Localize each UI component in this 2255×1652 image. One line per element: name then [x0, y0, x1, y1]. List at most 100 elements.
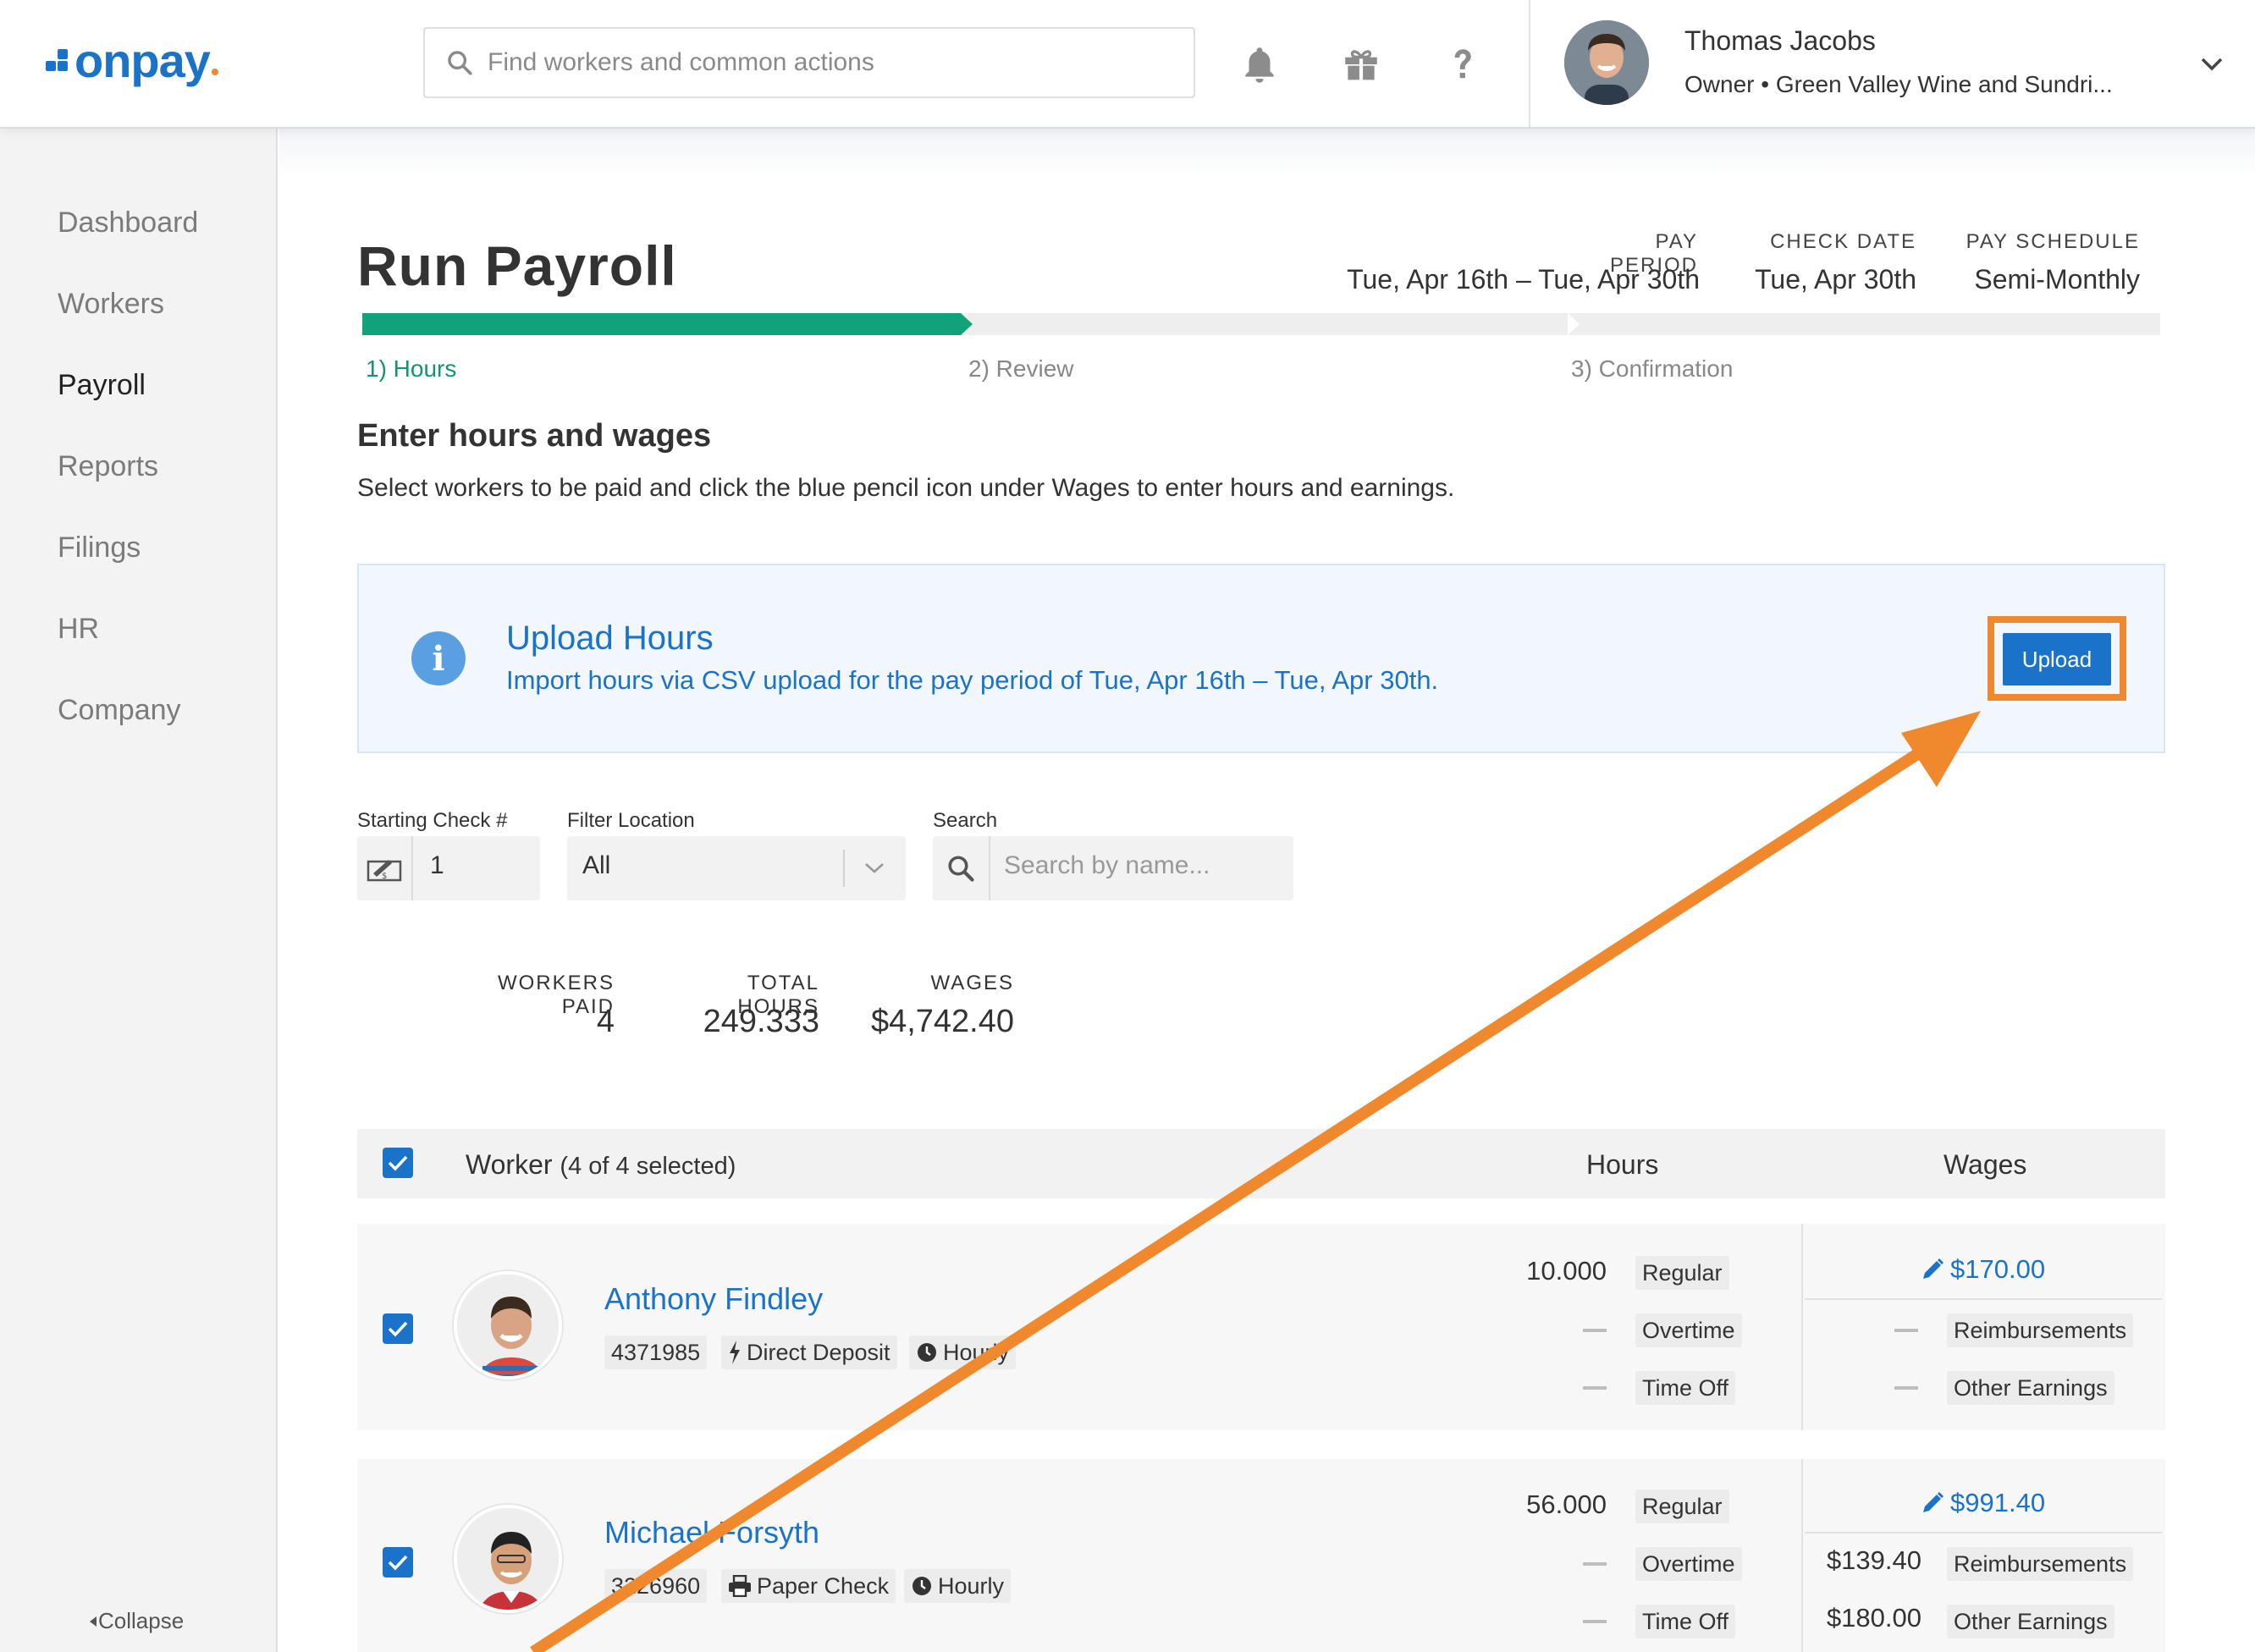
- pay-schedule-value: Semi-Monthly: [1974, 264, 2140, 295]
- filter-location-select[interactable]: All: [567, 836, 906, 900]
- sidebar-item-filings[interactable]: Filings: [58, 531, 141, 564]
- account-menu-toggle[interactable]: [2191, 47, 2233, 81]
- chevron-down-icon: [2201, 58, 2223, 71]
- progress-step-marker: [961, 313, 973, 335]
- step-review: 2) Review: [968, 355, 1074, 382]
- other-earnings-value[interactable]: $180.00: [1826, 1603, 1921, 1633]
- top-bar: onpay Thomas Jacobs Owner • Green Valley…: [0, 0, 2255, 129]
- timeoff-empty-dash[interactable]: [1583, 1386, 1607, 1390]
- lightning-icon: [730, 1341, 740, 1364]
- collapse-sidebar-button[interactable]: Collapse: [88, 1608, 184, 1634]
- worker-header-label: Worker: [466, 1149, 553, 1180]
- sidebar-item-dashboard[interactable]: Dashboard: [58, 206, 199, 239]
- worker-id-tag: 3226960: [604, 1569, 708, 1603]
- bell-icon: [1245, 47, 1274, 83]
- pencil-icon: [1923, 1258, 1943, 1279]
- row-column-divider: [1801, 1224, 1803, 1430]
- section-description: Select workers to be paid and click the …: [357, 474, 1455, 502]
- sidebar-item-workers[interactable]: Workers: [58, 288, 164, 320]
- notifications-button[interactable]: [1232, 37, 1287, 91]
- upload-hours-description: Import hours via CSV upload for the pay …: [506, 665, 1439, 695]
- reimbursements-label: Reimbursements: [1947, 1313, 2134, 1347]
- select-divider: [843, 850, 845, 887]
- check-icon: $: [357, 836, 413, 900]
- user-name[interactable]: Thomas Jacobs: [1684, 25, 1876, 56]
- worker-search-field[interactable]: Search by name...: [933, 836, 1293, 900]
- edit-wages-link[interactable]: $991.40: [1920, 1488, 2045, 1518]
- progress-step-divider: [1568, 313, 1580, 335]
- payroll-progress-fill: [362, 313, 961, 335]
- edit-wages-link[interactable]: $170.00: [1920, 1254, 2045, 1285]
- regular-hours-value[interactable]: 10.000: [1526, 1256, 1607, 1286]
- upload-hours-panel: [357, 564, 2165, 753]
- clock-icon: [912, 1577, 931, 1595]
- sidebar-item-company[interactable]: Company: [58, 694, 181, 726]
- other-earnings-label: Other Earnings: [1947, 1371, 2114, 1405]
- checkmark-icon: [388, 1321, 408, 1337]
- hours-column-header: Hours: [1586, 1149, 1659, 1180]
- select-all-checkbox[interactable]: [383, 1148, 413, 1178]
- pay-period-value: Tue, Apr 16th – Tue, Apr 30th: [1347, 264, 1700, 295]
- worker-name-link[interactable]: Michael Forsyth: [604, 1515, 820, 1550]
- wages-label: WAGES: [930, 972, 1014, 994]
- upload-highlight-box: [1988, 616, 2126, 701]
- global-search-input[interactable]: [488, 48, 1182, 77]
- caret-left-icon: [90, 1616, 96, 1627]
- check-date-label: CHECK DATE: [1770, 230, 1916, 253]
- wages-column-header: Wages: [1943, 1149, 2027, 1180]
- search-icon: [933, 836, 990, 900]
- help-button[interactable]: [1436, 37, 1490, 91]
- logo-text: onpay: [74, 33, 211, 87]
- pay-schedule-label: PAY SCHEDULE: [1966, 230, 2140, 253]
- total-hours-value: 249.333: [703, 1004, 819, 1039]
- header-shadow: [279, 129, 2255, 179]
- filter-location-value: All: [582, 851, 611, 879]
- question-mark-icon: [1454, 49, 1471, 79]
- step-hours: 1) Hours: [366, 355, 457, 382]
- overtime-empty-dash[interactable]: [1583, 1562, 1607, 1566]
- worker-search-placeholder[interactable]: Search by name...: [1004, 851, 1210, 879]
- wage-amount: $991.40: [1950, 1488, 2046, 1517]
- starting-check-label: Starting Check #: [357, 809, 508, 832]
- worker-name-link[interactable]: Anthony Findley: [604, 1281, 824, 1316]
- pay-type-tag: Hourly: [904, 1569, 1012, 1603]
- overtime-empty-dash[interactable]: [1583, 1329, 1607, 1332]
- wages-value: $4,742.40: [870, 1004, 1014, 1039]
- row-checkbox[interactable]: [383, 1547, 413, 1578]
- printer-icon: [729, 1575, 751, 1597]
- regular-label: Regular: [1635, 1256, 1729, 1290]
- sidebar-item-hr[interactable]: HR: [58, 613, 100, 645]
- user-avatar[interactable]: [1564, 20, 1649, 105]
- wage-divider: [1805, 1298, 2162, 1300]
- upload-button[interactable]: Upload: [2003, 633, 2111, 686]
- payment-method-label: Paper Check: [757, 1572, 890, 1599]
- payment-method-tag: Paper Check: [721, 1569, 896, 1603]
- other-earnings-empty-dash[interactable]: [1894, 1386, 1918, 1390]
- avatar: [454, 1505, 562, 1613]
- page-title: Run Payroll: [357, 234, 677, 297]
- starting-check-field[interactable]: $ 1: [357, 836, 540, 900]
- checkmark-icon: [388, 1155, 408, 1171]
- sidebar-item-reports[interactable]: Reports: [58, 450, 159, 482]
- onpay-logo[interactable]: onpay: [46, 30, 218, 90]
- row-checkbox[interactable]: [383, 1313, 413, 1344]
- worker-id-tag: 4371985: [604, 1335, 708, 1369]
- step-confirmation: 3) Confirmation: [1571, 355, 1734, 382]
- regular-hours-value[interactable]: 56.000: [1526, 1490, 1607, 1519]
- chevron-down-icon: [865, 863, 884, 873]
- gifts-button[interactable]: [1334, 37, 1388, 91]
- logo-mark-icon: [46, 47, 71, 73]
- wage-divider: [1805, 1532, 2162, 1534]
- sidebar-item-payroll[interactable]: Payroll: [58, 369, 146, 401]
- starting-check-value: 1: [430, 851, 444, 879]
- gift-icon: [1345, 50, 1377, 80]
- global-search[interactable]: [423, 27, 1195, 98]
- section-title: Enter hours and wages: [357, 418, 712, 454]
- worker-column-header[interactable]: Worker (4 of 4 selected): [466, 1149, 736, 1181]
- reimbursements-value[interactable]: $139.40: [1826, 1545, 1921, 1575]
- pencil-icon: [1923, 1492, 1943, 1512]
- reimbursements-empty-dash[interactable]: [1894, 1329, 1918, 1332]
- upload-hours-title: Upload Hours: [506, 620, 714, 657]
- user-photo: [1564, 20, 1649, 105]
- timeoff-empty-dash[interactable]: [1583, 1620, 1607, 1623]
